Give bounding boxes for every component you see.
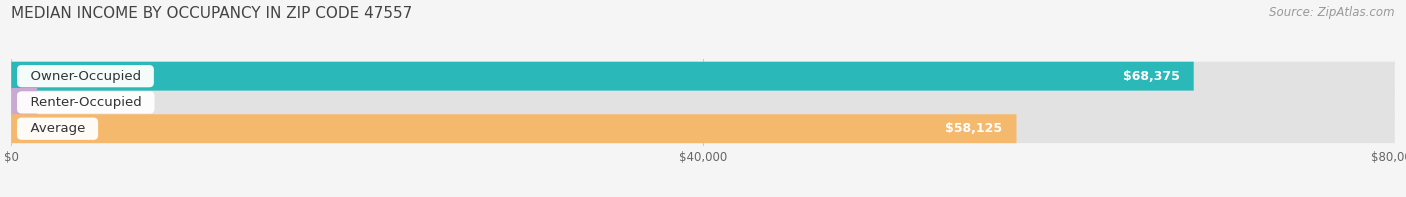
Text: Source: ZipAtlas.com: Source: ZipAtlas.com: [1270, 6, 1395, 19]
FancyBboxPatch shape: [11, 114, 1395, 143]
Text: Average: Average: [21, 122, 94, 135]
Text: $0: $0: [58, 96, 75, 109]
Text: Owner-Occupied: Owner-Occupied: [21, 70, 149, 83]
Text: Renter-Occupied: Renter-Occupied: [21, 96, 150, 109]
Text: MEDIAN INCOME BY OCCUPANCY IN ZIP CODE 47557: MEDIAN INCOME BY OCCUPANCY IN ZIP CODE 4…: [11, 6, 412, 21]
FancyBboxPatch shape: [11, 88, 37, 117]
Text: $68,375: $68,375: [1123, 70, 1180, 83]
FancyBboxPatch shape: [11, 62, 1194, 91]
Text: $58,125: $58,125: [945, 122, 1002, 135]
FancyBboxPatch shape: [11, 114, 1017, 143]
FancyBboxPatch shape: [11, 62, 1395, 91]
FancyBboxPatch shape: [11, 88, 1395, 117]
